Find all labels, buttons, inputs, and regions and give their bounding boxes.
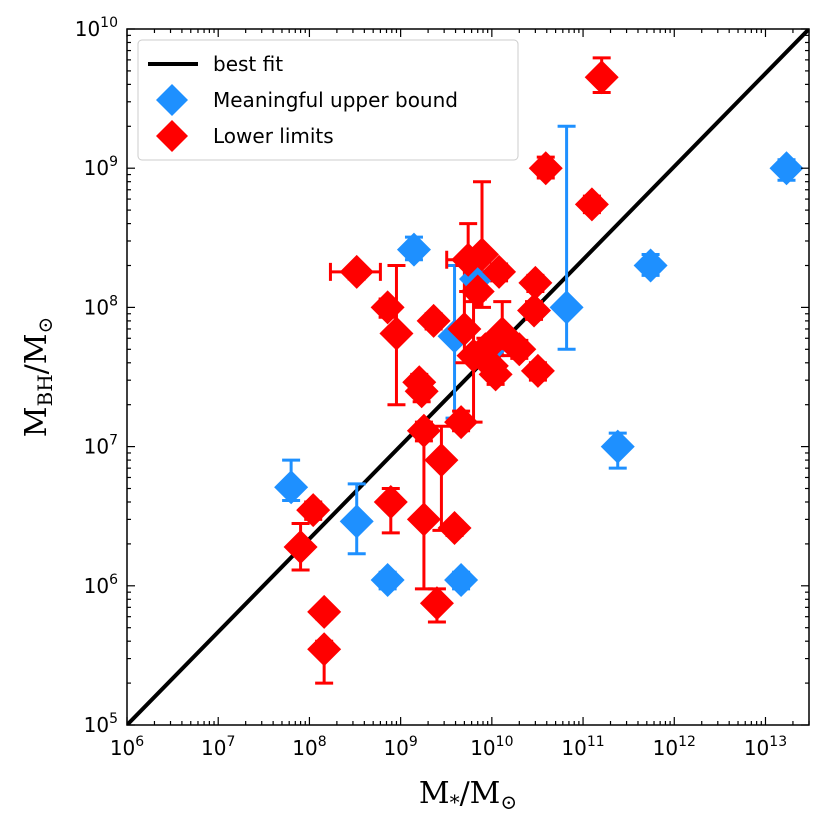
lower-limit-point	[406, 502, 441, 537]
lower-limit-point	[528, 151, 563, 186]
lower-limit-point	[373, 484, 408, 519]
lower-limit-point	[482, 254, 517, 289]
lower-limit-point	[465, 237, 500, 272]
upper-bound-point	[633, 248, 668, 283]
y-axis-title: MBH/M⊙	[19, 317, 57, 437]
lower-limit-point	[502, 332, 537, 367]
best-fit-line	[127, 29, 809, 725]
lower-limit-point	[451, 242, 486, 277]
lower-limit-point	[424, 443, 459, 478]
x-tick-label: 1011	[561, 734, 604, 760]
legend-diamond-marker	[156, 120, 188, 152]
legend: best fit Meaningful upper bound Lower limi…	[137, 39, 519, 161]
legend-label: Meaningful upper bound	[213, 88, 458, 112]
legend-diamond-marker	[156, 84, 188, 116]
y-tick-label: 106	[84, 572, 118, 598]
lower-limit-point	[370, 290, 405, 325]
upper-bound-point	[600, 429, 635, 464]
lower-limit-point	[283, 529, 318, 564]
lower-limit-point	[296, 493, 331, 528]
lower-limit-point	[404, 374, 439, 409]
plot-frame	[126, 28, 810, 726]
data-points-layer	[274, 60, 804, 667]
x-tick-label: 109	[383, 734, 417, 760]
lower-limit-point	[379, 316, 414, 351]
y-tick-label: 107	[84, 433, 118, 459]
x-tick-label: 107	[201, 734, 235, 760]
lower-limit-point	[447, 311, 482, 346]
lower-limit-point	[437, 511, 472, 546]
lower-limit-point	[574, 187, 609, 222]
upper-bound-point	[274, 470, 309, 505]
upper-bound-point	[444, 563, 479, 598]
lower-limit-point	[307, 632, 342, 667]
lower-limit-point	[444, 405, 479, 440]
tick-labels-layer: 106 107 108 109 1010 1011 1012 1013105106107108…	[75, 15, 787, 760]
lower-limit-point	[419, 586, 454, 621]
legend-label: Lower limits	[213, 124, 334, 148]
y-tick-label: 105	[84, 711, 118, 737]
y-tick-label: 108	[84, 293, 118, 319]
legend-items: best fit Meaningful upper bound Lower limi…	[148, 52, 458, 152]
y-tick-label: 109	[84, 154, 118, 180]
upper-bound-point	[549, 290, 584, 325]
lower-limit-point	[518, 265, 553, 300]
lower-limit-point	[339, 254, 374, 289]
x-axis-title: M*/M⊙	[419, 776, 517, 814]
lower-limit-point	[460, 274, 495, 309]
lower-limit-point	[307, 594, 342, 629]
upper-bound-point	[396, 232, 431, 267]
legend-label: best fit	[213, 52, 283, 76]
x-tick-label: 1013	[744, 734, 787, 760]
lower-limit-point	[584, 60, 619, 95]
x-tick-label: 108	[292, 734, 326, 760]
x-tick-label: 1010	[470, 734, 513, 760]
best-fit-layer	[127, 29, 809, 725]
upper-bound-point	[370, 563, 405, 598]
upper-bound-point	[339, 504, 374, 539]
y-tick-label: 1010	[75, 15, 118, 41]
lower-limit-point	[478, 357, 513, 392]
lower-limit-point	[416, 303, 451, 338]
legend-box	[137, 39, 519, 161]
x-tick-label: 106	[110, 734, 144, 760]
axis-ticks-layer	[126, 28, 810, 726]
x-tick-label: 1012	[653, 734, 696, 760]
lower-limit-point	[520, 353, 555, 388]
lower-limit-point	[406, 413, 441, 448]
lower-limit-point	[517, 293, 552, 328]
upper-bound-point	[769, 151, 804, 186]
